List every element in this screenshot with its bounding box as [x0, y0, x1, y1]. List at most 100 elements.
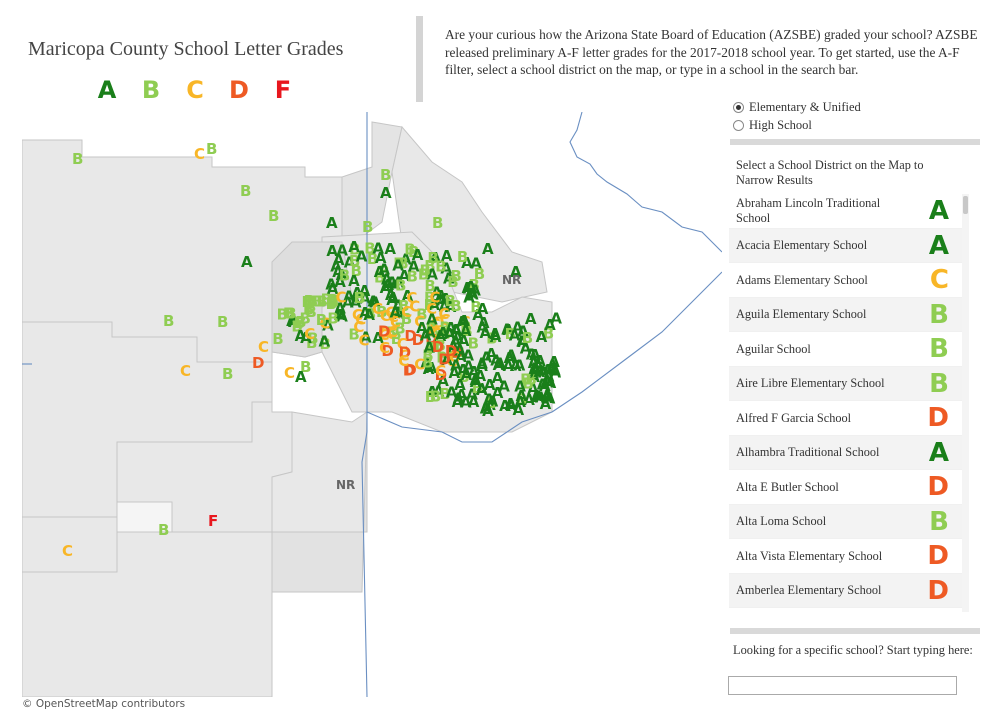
school-marker[interactable]: B — [391, 330, 402, 348]
school-marker[interactable]: B — [435, 337, 446, 355]
school-marker[interactable]: A — [466, 386, 478, 404]
school-marker[interactable]: C — [353, 318, 364, 336]
school-marker[interactable]: A — [520, 339, 532, 357]
school-marker[interactable]: C — [386, 325, 397, 343]
school-marker[interactable]: A — [513, 401, 525, 419]
school-marker[interactable]: C — [359, 332, 370, 350]
school-marker[interactable]: A — [533, 388, 545, 406]
school-marker[interactable]: B — [348, 326, 359, 344]
school-marker[interactable]: B — [445, 292, 456, 310]
school-marker[interactable]: B — [354, 289, 365, 307]
school-marker[interactable]: C — [258, 338, 269, 356]
school-marker[interactable]: A — [483, 391, 495, 409]
school-marker[interactable]: B — [416, 306, 427, 324]
school-marker[interactable]: B — [316, 293, 327, 311]
school-marker[interactable]: C — [399, 346, 410, 364]
school-list-item[interactable]: Aguilar School B — [729, 332, 962, 367]
school-marker[interactable]: B — [486, 394, 497, 412]
school-marker[interactable]: A — [445, 319, 457, 337]
school-marker[interactable]: A — [540, 395, 552, 413]
radio-unselected-icon[interactable] — [733, 119, 744, 131]
school-marker[interactable]: A — [356, 247, 368, 265]
school-marker[interactable]: A — [430, 249, 442, 267]
school-marker[interactable]: A — [336, 266, 348, 284]
school-marker[interactable]: C — [406, 289, 417, 307]
school-marker[interactable]: A — [499, 397, 511, 415]
school-marker[interactable]: A — [393, 305, 405, 323]
school-marker[interactable]: B — [439, 319, 450, 337]
school-marker[interactable]: C — [430, 316, 441, 334]
school-marker[interactable]: C — [355, 311, 366, 329]
school-marker[interactable]: A — [382, 276, 394, 294]
school-marker[interactable]: B — [408, 243, 419, 261]
school-marker[interactable]: A — [486, 345, 498, 363]
school-marker[interactable]: A — [359, 304, 371, 322]
school-marker[interactable]: A — [426, 311, 438, 329]
school-marker[interactable]: A — [444, 325, 456, 343]
school-marker[interactable]: C — [379, 326, 390, 344]
school-marker[interactable]: A — [534, 363, 546, 381]
school-marker[interactable]: B — [294, 314, 305, 332]
school-marker[interactable]: A — [348, 272, 360, 290]
school-marker[interactable]: C — [460, 313, 471, 331]
school-marker[interactable]: D — [252, 354, 264, 372]
school-marker[interactable]: A — [412, 246, 424, 264]
school-marker[interactable]: A — [530, 362, 542, 380]
school-marker[interactable]: A — [333, 251, 345, 269]
school-marker[interactable]: A — [435, 327, 447, 345]
school-marker[interactable]: B — [401, 310, 412, 328]
school-marker[interactable]: D — [404, 361, 416, 379]
school-marker[interactable]: A — [514, 378, 526, 396]
school-marker[interactable]: A — [536, 328, 548, 346]
school-marker[interactable]: A — [517, 322, 529, 340]
school-marker[interactable]: A — [532, 356, 544, 374]
school-marker[interactable]: C — [194, 145, 205, 163]
school-marker[interactable]: D — [451, 343, 463, 361]
school-marker[interactable]: B — [454, 343, 465, 361]
school-marker[interactable]: A — [526, 346, 538, 364]
school-marker[interactable]: A — [503, 357, 515, 375]
school-marker[interactable]: A — [426, 359, 438, 377]
school-marker[interactable]: A — [548, 353, 560, 371]
school-marker[interactable]: A — [452, 393, 464, 411]
school-list-item[interactable]: Alta Vista Elementary School D — [729, 539, 962, 574]
school-marker[interactable]: A — [505, 347, 517, 365]
school-marker[interactable]: A — [437, 324, 449, 342]
school-marker[interactable]: C — [387, 323, 398, 341]
school-marker[interactable]: B — [303, 300, 314, 318]
grade-filter-b[interactable]: B — [141, 76, 161, 104]
school-marker[interactable]: A — [440, 259, 452, 277]
school-marker[interactable]: B — [439, 385, 450, 403]
school-list-item[interactable]: Alta Loma School B — [729, 505, 962, 539]
school-marker[interactable]: A — [458, 312, 470, 330]
school-marker[interactable]: A — [336, 241, 348, 259]
school-marker[interactable]: A — [529, 360, 541, 378]
school-marker[interactable]: C — [320, 314, 331, 332]
school-marker[interactable]: A — [487, 392, 499, 410]
school-marker[interactable]: A — [455, 348, 467, 366]
school-marker[interactable]: A — [344, 254, 356, 272]
school-marker[interactable]: A — [538, 363, 550, 381]
grade-filter-d[interactable]: D — [229, 76, 249, 104]
school-marker[interactable]: A — [360, 329, 372, 347]
school-marker[interactable]: B — [418, 266, 429, 284]
school-marker[interactable]: B — [339, 266, 350, 284]
school-marker[interactable]: A — [359, 289, 371, 307]
school-marker[interactable]: A — [450, 321, 462, 339]
school-list-item[interactable]: Acacia Elementary School A — [729, 229, 962, 263]
school-marker[interactable]: D — [435, 366, 447, 384]
school-marker[interactable]: A — [510, 357, 522, 375]
school-marker[interactable]: A — [342, 294, 354, 312]
school-marker[interactable]: A — [363, 306, 375, 324]
school-marker[interactable]: A — [390, 304, 402, 322]
school-marker[interactable]: A — [484, 376, 496, 394]
school-marker[interactable]: A — [436, 291, 448, 309]
school-marker[interactable]: B — [312, 292, 323, 310]
school-marker[interactable]: B — [327, 291, 338, 309]
school-marker[interactable]: B — [283, 304, 294, 322]
school-list[interactable]: Abraham Lincoln Traditional School A Acaci… — [729, 194, 970, 612]
school-search-input[interactable] — [728, 676, 957, 695]
school-marker[interactable]: A — [544, 316, 556, 334]
district-boundaries[interactable] — [22, 121, 553, 697]
grade-filter-f[interactable]: F — [274, 76, 292, 104]
